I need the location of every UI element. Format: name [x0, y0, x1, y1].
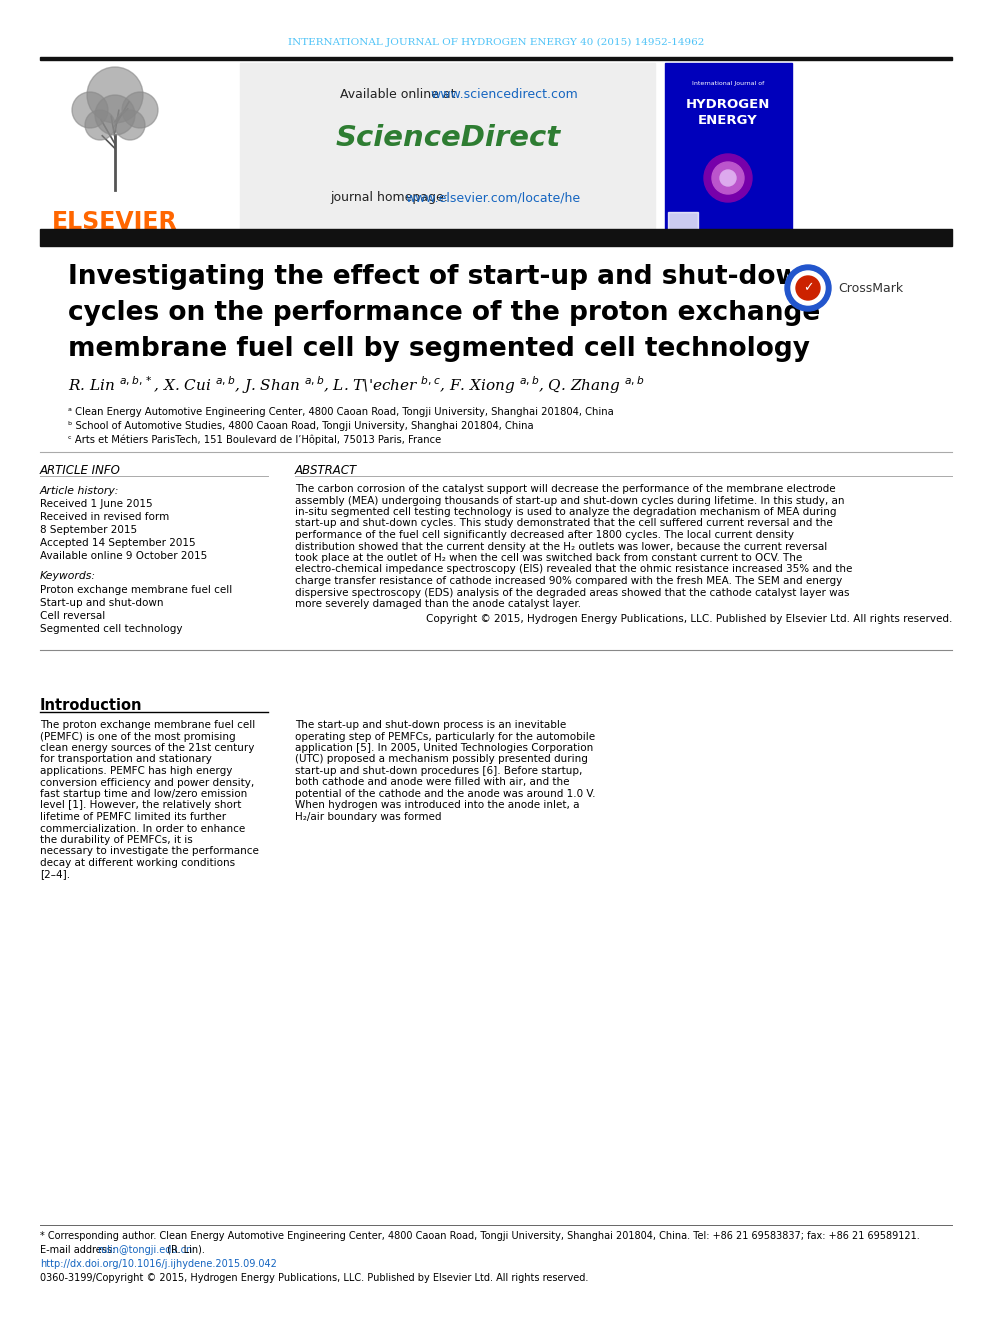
Circle shape	[122, 93, 158, 128]
Text: application [5]. In 2005, United Technologies Corporation: application [5]. In 2005, United Technol…	[295, 744, 593, 753]
Text: When hydrogen was introduced into the anode inlet, a: When hydrogen was introduced into the an…	[295, 800, 579, 811]
Text: commercialization. In order to enhance: commercialization. In order to enhance	[40, 823, 245, 833]
Text: R. Lin $^{a,b,*}$, X. Cui $^{a,b}$, J. Shan $^{a,b}$, L. T\'echer $^{b,c}$, F. X: R. Lin $^{a,b,*}$, X. Cui $^{a,b}$, J. S…	[68, 374, 645, 396]
Text: lifetime of PEMFC limited its further: lifetime of PEMFC limited its further	[40, 812, 226, 822]
Text: ABSTRACT: ABSTRACT	[295, 463, 357, 476]
Text: in-situ segmented cell testing technology is used to analyze the degradation mec: in-situ segmented cell testing technolog…	[295, 507, 836, 517]
Text: H₂/air boundary was formed: H₂/air boundary was formed	[295, 812, 441, 822]
Text: rulin@tongji.edu.cn: rulin@tongji.edu.cn	[97, 1245, 192, 1256]
Text: Accepted 14 September 2015: Accepted 14 September 2015	[40, 538, 195, 548]
Circle shape	[704, 153, 752, 202]
Text: start-up and shut-down cycles. This study demonstrated that the cell suffered cu: start-up and shut-down cycles. This stud…	[295, 519, 832, 528]
Text: Article history:: Article history:	[40, 486, 119, 496]
Bar	[40, 229, 952, 246]
Text: conversion efficiency and power density,: conversion efficiency and power density,	[40, 778, 254, 787]
Text: ELSEVIER: ELSEVIER	[53, 210, 178, 234]
Text: INTERNATIONAL JOURNAL OF HYDROGEN ENERGY 40 (2015) 14952-14962: INTERNATIONAL JOURNAL OF HYDROGEN ENERGY…	[288, 37, 704, 46]
Text: Introduction: Introduction	[40, 697, 143, 713]
Text: clean energy sources of the 21st century: clean energy sources of the 21st century	[40, 744, 254, 753]
Text: HYDROGEN: HYDROGEN	[685, 98, 770, 111]
Text: fast startup time and low/zero emission: fast startup time and low/zero emission	[40, 789, 247, 799]
Text: electro-chemical impedance spectroscopy (EIS) revealed that the ohmic resistance: electro-chemical impedance spectroscopy …	[295, 565, 852, 574]
Circle shape	[791, 271, 825, 306]
Text: ARTICLE INFO: ARTICLE INFO	[40, 463, 121, 476]
Text: The start-up and shut-down process is an inevitable: The start-up and shut-down process is an…	[295, 720, 566, 730]
Circle shape	[72, 93, 108, 128]
Text: journal homepage:: journal homepage:	[330, 192, 452, 205]
Text: Investigating the effect of start-up and shut-down: Investigating the effect of start-up and…	[68, 265, 818, 290]
Text: decay at different working conditions: decay at different working conditions	[40, 859, 235, 868]
Text: Received 1 June 2015: Received 1 June 2015	[40, 499, 153, 509]
Text: operating step of PEMFCs, particularly for the automobile: operating step of PEMFCs, particularly f…	[295, 732, 595, 741]
Text: CrossMark: CrossMark	[838, 282, 903, 295]
Text: charge transfer resistance of cathode increased 90% compared with the fresh MEA.: charge transfer resistance of cathode in…	[295, 576, 842, 586]
Text: start-up and shut-down procedures [6]. Before startup,: start-up and shut-down procedures [6]. B…	[295, 766, 582, 777]
Text: assembly (MEA) undergoing thousands of start-up and shut-down cycles during life: assembly (MEA) undergoing thousands of s…	[295, 496, 844, 505]
Text: (UTC) proposed a mechanism possibly presented during: (UTC) proposed a mechanism possibly pres…	[295, 754, 588, 765]
Text: both cathode and anode were filled with air, and the: both cathode and anode were filled with …	[295, 778, 569, 787]
Text: Proton exchange membrane fuel cell: Proton exchange membrane fuel cell	[40, 585, 232, 595]
Text: The proton exchange membrane fuel cell: The proton exchange membrane fuel cell	[40, 720, 255, 730]
Circle shape	[720, 169, 736, 187]
Text: http://dx.doi.org/10.1016/j.ijhydene.2015.09.042: http://dx.doi.org/10.1016/j.ijhydene.201…	[40, 1259, 277, 1269]
Text: membrane fuel cell by segmented cell technology: membrane fuel cell by segmented cell tec…	[68, 336, 810, 363]
Text: ENERGY: ENERGY	[698, 114, 758, 127]
Text: E-mail address:: E-mail address:	[40, 1245, 118, 1256]
Text: Start-up and shut-down: Start-up and shut-down	[40, 598, 164, 609]
Bar	[240, 64, 655, 232]
Text: for transportation and stationary: for transportation and stationary	[40, 754, 212, 765]
Text: potential of the cathode and the anode was around 1.0 V.: potential of the cathode and the anode w…	[295, 789, 595, 799]
Text: The carbon corrosion of the catalyst support will decrease the performance of th: The carbon corrosion of the catalyst sup…	[295, 484, 835, 493]
Circle shape	[95, 95, 135, 135]
Text: 8 September 2015: 8 September 2015	[40, 525, 137, 534]
Circle shape	[87, 67, 143, 123]
Text: (R. Lin).: (R. Lin).	[165, 1245, 205, 1256]
Text: Available online at: Available online at	[340, 89, 459, 102]
Bar	[40, 64, 230, 232]
Text: Available online 9 October 2015: Available online 9 October 2015	[40, 550, 207, 561]
Text: Segmented cell technology: Segmented cell technology	[40, 624, 183, 634]
Text: ScienceDirect: ScienceDirect	[335, 124, 560, 152]
Text: * Corresponding author. Clean Energy Automotive Engineering Center, 4800 Caoan R: * Corresponding author. Clean Energy Aut…	[40, 1230, 920, 1241]
Text: performance of the fuel cell significantly decreased after 1800 cycles. The loca: performance of the fuel cell significant…	[295, 531, 794, 540]
Text: 0360-3199/Copyright © 2015, Hydrogen Energy Publications, LLC. Published by Else: 0360-3199/Copyright © 2015, Hydrogen Ene…	[40, 1273, 588, 1283]
Circle shape	[115, 110, 145, 140]
Text: distribution showed that the current density at the H₂ outlets was lower, becaus: distribution showed that the current den…	[295, 541, 827, 552]
Text: International Journal of: International Journal of	[691, 81, 764, 86]
Text: more severely damaged than the anode catalyst layer.: more severely damaged than the anode cat…	[295, 599, 581, 609]
Text: Cell reversal: Cell reversal	[40, 611, 105, 620]
Text: took place at the outlet of H₂ when the cell was switched back from constant cur: took place at the outlet of H₂ when the …	[295, 553, 803, 564]
Circle shape	[85, 110, 115, 140]
Text: ᶜ Arts et Métiers ParisTech, 151 Boulevard de l’Hôpital, 75013 Paris, France: ᶜ Arts et Métiers ParisTech, 151 Bouleva…	[68, 435, 441, 446]
Text: (PEMFC) is one of the most promising: (PEMFC) is one of the most promising	[40, 732, 236, 741]
Text: the durability of PEMFCs, it is: the durability of PEMFCs, it is	[40, 835, 192, 845]
Bar	[40, 57, 952, 60]
Text: ᵃ Clean Energy Automotive Engineering Center, 4800 Caoan Road, Tongji University: ᵃ Clean Energy Automotive Engineering Ce…	[68, 407, 614, 417]
Text: www.elsevier.com/locate/he: www.elsevier.com/locate/he	[406, 192, 580, 205]
Text: cycles on the performance of the proton exchange: cycles on the performance of the proton …	[68, 300, 820, 325]
Text: Copyright © 2015, Hydrogen Energy Publications, LLC. Published by Elsevier Ltd. : Copyright © 2015, Hydrogen Energy Public…	[426, 614, 952, 624]
Bar	[668, 212, 698, 230]
Circle shape	[712, 161, 744, 194]
Text: dispersive spectroscopy (EDS) analysis of the degraded areas showed that the cat: dispersive spectroscopy (EDS) analysis o…	[295, 587, 849, 598]
Text: ✓: ✓	[803, 282, 813, 295]
Circle shape	[796, 277, 820, 300]
Circle shape	[785, 265, 831, 311]
Text: Keywords:: Keywords:	[40, 572, 96, 581]
Bar	[665, 64, 792, 232]
Text: www.sciencedirect.com: www.sciencedirect.com	[430, 89, 577, 102]
Text: ᵇ School of Automotive Studies, 4800 Caoan Road, Tongji University, Shanghai 201: ᵇ School of Automotive Studies, 4800 Cao…	[68, 421, 534, 431]
Text: necessary to investigate the performance: necessary to investigate the performance	[40, 847, 259, 856]
Text: [2–4].: [2–4].	[40, 869, 70, 880]
Text: applications. PEMFC has high energy: applications. PEMFC has high energy	[40, 766, 232, 777]
Text: Received in revised form: Received in revised form	[40, 512, 170, 523]
Text: level [1]. However, the relatively short: level [1]. However, the relatively short	[40, 800, 241, 811]
